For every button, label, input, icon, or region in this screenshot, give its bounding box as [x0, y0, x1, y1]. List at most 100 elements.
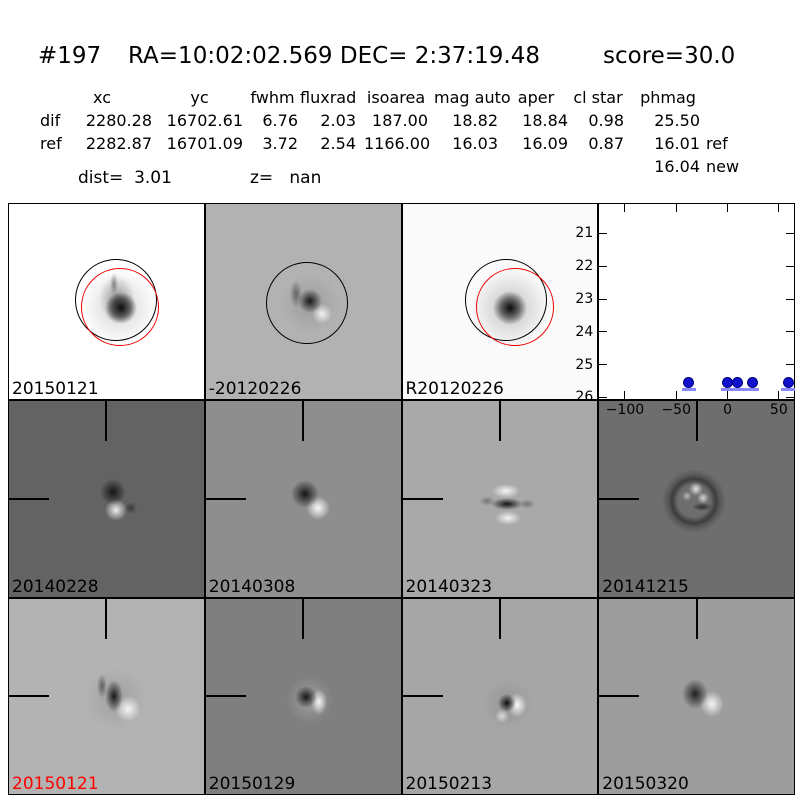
y-tick-right	[786, 265, 794, 267]
y-tick-label: 24	[575, 323, 594, 340]
x-tick-bottom	[778, 391, 780, 400]
x-tick-label: 50	[769, 402, 788, 418]
ref-fluxrad: 2.54	[320, 134, 356, 153]
stamp-diff-20141215: 20141215	[598, 400, 795, 598]
crosshair-top-tick	[498, 401, 501, 442]
col-xc: xc	[93, 88, 111, 107]
dif-xc: 2280.28	[85, 111, 152, 130]
panel-date-label: 20150129	[208, 773, 296, 794]
crosshair-left-tick	[599, 497, 640, 500]
col-isoarea: isoarea	[366, 88, 426, 107]
x-tick-top	[778, 204, 780, 212]
panel-date-label: 20140228	[12, 576, 99, 597]
y-tick-label: 26	[575, 389, 594, 406]
data-point	[732, 377, 744, 389]
dif-phmag: 25.50	[654, 111, 700, 130]
dif-fwhm: 6.76	[262, 111, 298, 130]
col-mag-auto: mag auto	[434, 88, 511, 107]
ref-cl-star: 0.87	[588, 134, 624, 153]
panel-date-label: 20150121	[12, 773, 99, 794]
stamp-diff-20150129: 20150129	[204, 597, 402, 795]
y-tick-label: 23	[575, 291, 594, 308]
ref-yc: 16701.09	[166, 134, 243, 153]
ref-xc: 2282.87	[85, 134, 152, 153]
crosshair-top-tick	[302, 598, 305, 639]
crosshair-top-tick	[105, 401, 108, 442]
stamp-diff-20150121-highlighted: 20150121	[8, 597, 205, 795]
aperture-circle-red	[475, 268, 554, 346]
crosshair-top-tick	[695, 598, 698, 639]
x-tick-label: −50	[661, 402, 691, 418]
crosshair-left-tick	[9, 497, 49, 500]
table-row-new-phmag: 16.04 new	[0, 157, 800, 178]
data-point-errorbar	[681, 387, 696, 391]
crosshair-left-tick	[9, 695, 49, 698]
data-point	[746, 377, 758, 389]
y-tick-right	[786, 396, 794, 398]
crosshair-left-tick	[205, 497, 246, 500]
new-phmag: 16.04	[654, 157, 700, 176]
x-tick-bottom	[727, 391, 729, 400]
dist-value: dist= 3.01	[78, 168, 172, 188]
aperture-circle-black	[265, 262, 348, 344]
panel-date-label: -20120226	[208, 379, 302, 400]
candidate-coordinates: RA=10:02:02.569 DEC= 2:37:19.48	[128, 43, 541, 69]
x-tick-top	[624, 204, 626, 212]
ref-mag-auto: 16.03	[452, 134, 498, 153]
y-tick-label: 22	[575, 258, 594, 275]
dif-aper: 18.84	[522, 111, 568, 130]
panel-date-label: 20140308	[208, 576, 296, 597]
lightcurve-panel: −100 −50 0 50 21 22 23 24 25 26	[575, 203, 796, 417]
y-tick-label: 21	[575, 225, 594, 242]
x-tick-label: −100	[605, 402, 645, 418]
row-label: ref	[40, 134, 62, 153]
dif-mag-auto: 18.82	[452, 111, 498, 130]
dif-fluxrad: 2.03	[320, 111, 356, 130]
data-point-errorbar	[730, 387, 745, 391]
y-tick-left	[599, 331, 608, 333]
new-suffix: new	[706, 157, 740, 176]
y-tick-right	[786, 364, 794, 366]
metrics-header-row: xc yc fwhm fluxrad isoarea mag auto aper…	[0, 88, 800, 109]
col-phmag: phmag	[640, 88, 696, 107]
crosshair-left-tick	[205, 695, 246, 698]
crosshair-top-tick	[105, 598, 108, 639]
data-point-errorbar	[720, 387, 735, 391]
y-tick-left	[599, 396, 608, 398]
crosshair-top-tick	[302, 401, 305, 442]
col-fluxrad: fluxrad	[300, 88, 357, 107]
panel-date-label: R20120226	[405, 379, 504, 400]
row-label: dif	[40, 111, 61, 130]
crosshair-top-tick	[498, 598, 501, 639]
col-yc: yc	[190, 88, 209, 107]
stamp-new-20150121: 20150121	[8, 203, 205, 401]
panel-date-label: 20141215	[602, 576, 689, 597]
x-tick-label: 0	[723, 402, 732, 418]
candidate-id: #197	[38, 43, 102, 69]
y-tick-right	[786, 298, 794, 300]
aperture-circle-red	[81, 268, 159, 346]
y-tick-left	[599, 232, 608, 234]
x-tick-top	[727, 204, 729, 212]
x-tick-bottom	[675, 391, 677, 400]
col-cl-star: cl star	[573, 88, 623, 107]
data-point-errorbar	[745, 387, 760, 391]
stamp-grid: 20150121 -20120226 R20120226 −100 −50 0 50 2…	[8, 203, 796, 795]
y-tick-left	[599, 364, 608, 366]
y-tick-right	[786, 331, 794, 333]
stamp-diff-20140228: 20140228	[8, 400, 205, 598]
ref-isoarea: 1166.00	[364, 134, 431, 153]
data-point-errorbar	[781, 387, 796, 391]
stamp-diff-20140323: 20140323	[401, 400, 599, 598]
dif-isoarea: 187.00	[372, 111, 428, 130]
col-fwhm: fwhm	[250, 88, 295, 107]
stamp-diff-20120226: -20120226	[204, 203, 402, 401]
crosshair-left-tick	[599, 695, 640, 698]
ref-phmag: 16.01	[654, 134, 700, 153]
table-row-dif: dif 2280.28 16702.61 6.76 2.03 187.00 18…	[0, 111, 800, 132]
dif-cl-star: 0.98	[588, 111, 624, 130]
y-tick-label: 25	[575, 356, 594, 373]
stamp-diff-20150320: 20150320	[598, 597, 795, 795]
panel-date-label: 20150213	[405, 773, 493, 794]
